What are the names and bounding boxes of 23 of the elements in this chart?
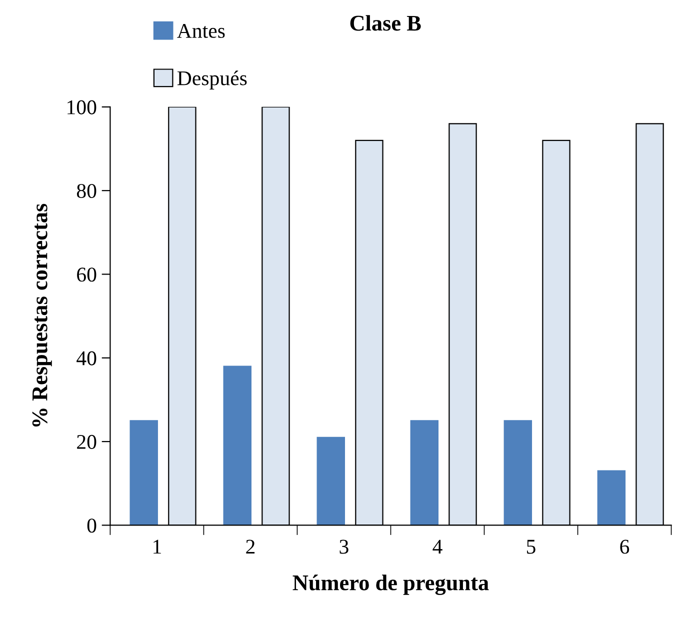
y-tick-label: 100 [68, 100, 96, 114]
bar [597, 470, 626, 526]
x-tick-label: 1 [154, 540, 161, 554]
y-axis-title: % Respuestas correctas [32, 204, 52, 427]
chart-title: Clase B [350, 15, 421, 31]
legend-label: Después [177, 70, 247, 90]
x-tick-label: 3 [340, 540, 348, 554]
bar [410, 420, 439, 526]
legend-label: Antes [177, 24, 225, 38]
bar [316, 436, 345, 526]
y-tick-label: 0 [87, 518, 96, 533]
y-tick-label: 80 [76, 184, 96, 198]
bar [130, 420, 158, 526]
x-tick-label: 2 [246, 540, 255, 554]
y-tick-label: 60 [77, 268, 96, 282]
x-axis-title: Número de pregunta [292, 574, 489, 596]
y-tick-label: 40 [76, 351, 96, 366]
y-tick-label: 20 [77, 434, 96, 449]
bar [504, 420, 532, 526]
x-tick-label: 4 [432, 540, 442, 554]
x-tick-label: 5 [527, 540, 536, 554]
bar [223, 366, 252, 526]
x-tick-label: 6 [620, 540, 630, 554]
